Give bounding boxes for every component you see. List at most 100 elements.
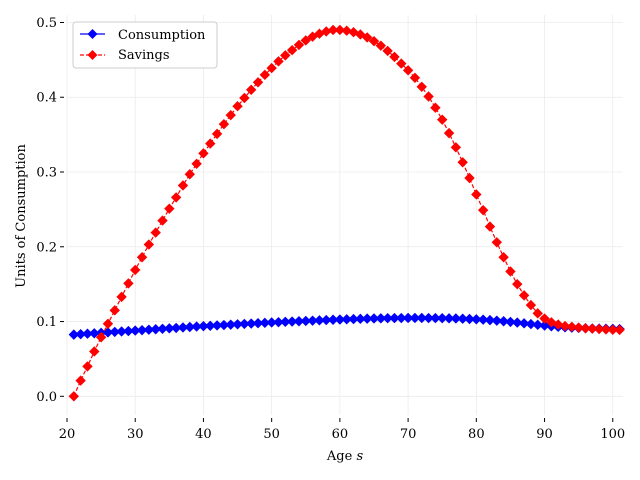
data-point-savings: [518, 290, 530, 301]
x-tick-label: 100: [600, 427, 625, 442]
data-point-consumption: [423, 312, 434, 324]
data-point-savings: [375, 40, 387, 51]
data-point-savings: [546, 317, 557, 328]
data-point-consumption: [518, 318, 530, 329]
data-point-consumption: [382, 312, 393, 324]
data-point-consumption: [437, 312, 448, 324]
data-point-consumption: [416, 312, 427, 324]
data-point-consumption: [252, 317, 264, 329]
x-tick-label: 30: [127, 427, 144, 442]
data-point-consumption: [184, 321, 195, 333]
data-point-consumption: [82, 328, 93, 339]
axes: 20 30 40 50 60 70 80 90 100 0.0 0.1 0.2 0.3 0.4 0.5: [36, 16, 625, 442]
data-point-consumption: [293, 316, 305, 327]
legend-savings-marker: [87, 50, 98, 60]
data-point-consumption: [75, 328, 86, 340]
data-point-consumption: [512, 317, 523, 328]
x-tick-label: 50: [263, 427, 280, 442]
data-point-savings: [280, 50, 291, 61]
data-point-consumption: [464, 313, 475, 325]
data-point-consumption: [491, 315, 502, 326]
data-point-consumption: [170, 322, 182, 334]
data-point-savings: [430, 102, 441, 113]
data-point-savings: [532, 308, 543, 319]
legend-consumption-marker: [87, 29, 98, 39]
data-point-savings: [539, 313, 550, 324]
legend-consumption-label: Consumption: [118, 28, 206, 43]
data-point-savings: [450, 142, 462, 153]
data-point-consumption: [389, 312, 400, 324]
data-point-consumption: [300, 315, 311, 327]
data-point-savings: [89, 346, 100, 357]
data-point-consumption: [525, 318, 537, 330]
data-point-savings: [600, 324, 612, 335]
data-point-consumption: [498, 316, 509, 327]
data-point-consumption: [102, 327, 114, 338]
data-point-consumption: [477, 314, 489, 325]
data-point-consumption: [307, 315, 318, 326]
data-point-consumption: [430, 312, 441, 324]
data-point-savings: [443, 127, 455, 139]
data-point-savings: [109, 305, 120, 316]
data-point-consumption: [341, 314, 352, 325]
data-point-consumption: [409, 312, 421, 324]
data-point-consumption: [130, 325, 141, 336]
data-point-savings: [232, 101, 243, 112]
data-point-savings: [150, 227, 161, 238]
data-point-consumption: [280, 316, 291, 328]
y-tick-label: 0.1: [36, 315, 57, 330]
data-point-savings: [477, 204, 489, 216]
data-point-consumption: [327, 314, 339, 325]
data-point-consumption: [273, 316, 284, 328]
data-point-savings: [102, 318, 114, 329]
data-point-savings: [484, 221, 496, 232]
data-point-consumption: [457, 313, 468, 324]
data-point-consumption: [450, 313, 462, 324]
data-point-savings: [327, 24, 339, 36]
data-point-savings: [239, 92, 250, 104]
data-point-consumption: [375, 313, 387, 324]
data-point-consumption: [532, 319, 543, 331]
data-point-consumption: [314, 315, 325, 326]
data-point-consumption: [361, 313, 373, 324]
data-point-savings: [68, 391, 80, 402]
data-point-consumption: [232, 319, 243, 330]
data-point-savings: [211, 128, 223, 140]
x-axis-label: Age s: [326, 449, 364, 464]
series-line-savings: [73, 29, 620, 397]
data-point-consumption: [109, 326, 120, 338]
data-point-savings: [552, 319, 564, 330]
data-point-savings: [512, 278, 523, 290]
data-point-consumption: [402, 312, 414, 324]
data-point-savings: [607, 324, 618, 335]
data-point-savings: [341, 25, 352, 36]
x-tick-label: 70: [400, 427, 417, 442]
data-point-consumption: [68, 329, 80, 340]
data-point-consumption: [368, 313, 380, 324]
data-point-savings: [566, 321, 578, 332]
data-point-consumption: [177, 322, 189, 333]
data-point-savings: [498, 252, 509, 263]
data-point-consumption: [259, 317, 271, 329]
x-tick-label: 20: [59, 427, 76, 442]
y-tick-label: 0.0: [36, 390, 57, 405]
grid-lines: [66, 15, 623, 415]
data-point-savings: [300, 35, 311, 46]
data-point-savings: [457, 157, 468, 168]
data-point-savings: [409, 72, 421, 84]
data-point-consumption: [505, 316, 516, 328]
data-point-consumption: [321, 314, 332, 326]
data-point-savings: [587, 323, 598, 334]
data-point-savings: [136, 252, 148, 263]
legend-box: [72, 21, 218, 69]
data-point-consumption: [211, 320, 223, 331]
data-point-consumption: [334, 314, 346, 325]
data-point-consumption: [396, 312, 407, 324]
data-point-savings: [580, 323, 591, 334]
data-point-savings: [245, 84, 257, 95]
data-point-consumption: [198, 320, 209, 332]
data-point-savings: [321, 26, 332, 37]
data-point-savings: [273, 56, 284, 67]
data-point-savings: [396, 58, 407, 69]
data-point-savings: [559, 320, 571, 332]
